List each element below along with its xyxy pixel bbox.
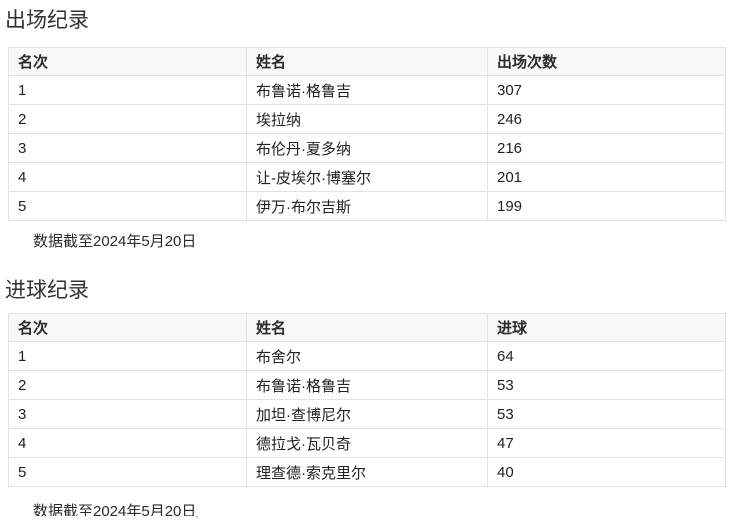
cell-appearances: 307: [487, 75, 726, 105]
appearances-section-title: 出场纪录: [5, 9, 89, 32]
cell-appearances: 199: [487, 191, 726, 221]
stray-dot-artifact: [196, 516, 198, 518]
cell-rank: 1: [8, 341, 247, 371]
appearances-table: 名次 姓名 出场次数 1 布鲁诺·格鲁吉 307 2 埃拉纳 246 3 布伦丹…: [8, 47, 726, 221]
table-row: 1 布舍尔 64: [8, 341, 726, 371]
cell-goals: 53: [487, 399, 726, 429]
table-row: 1 布鲁诺·格鲁吉 307: [8, 75, 726, 105]
table-row: 4 德拉戈·瓦贝奇 47: [8, 428, 726, 458]
goals-section: 进球纪录 名次 姓名 进球 1 布舍尔 64 2 布鲁诺·格鲁吉 53 3 加: [0, 279, 736, 516]
table-row: 4 让-皮埃尔·博塞尔 201: [8, 162, 726, 192]
table-row: 3 布伦丹·夏多纳 216: [8, 133, 726, 163]
cell-rank: 1: [8, 75, 247, 105]
cell-rank: 5: [8, 457, 247, 487]
table-row: 5 理查德·索克里尔 40: [8, 457, 726, 487]
header-cell-appearances: 出场次数: [487, 47, 726, 76]
cell-appearances: 216: [487, 133, 726, 163]
cell-rank: 4: [8, 162, 247, 192]
cell-goals: 64: [487, 341, 726, 371]
cell-rank: 2: [8, 370, 247, 400]
table-row: 2 布鲁诺·格鲁吉 53: [8, 370, 726, 400]
cell-player-name: 理查德·索克里尔: [246, 457, 488, 487]
cell-goals: 47: [487, 428, 726, 458]
clipped-footnote-container: 数据截至2024年5月20日: [33, 503, 736, 516]
cell-goals: 40: [487, 457, 726, 487]
table-header-row: 名次 姓名 进球: [8, 313, 726, 342]
header-cell-name: 姓名: [246, 313, 488, 342]
cell-player-name: 让-皮埃尔·博塞尔: [246, 162, 488, 192]
cell-player-name: 埃拉纳: [246, 104, 488, 134]
goals-table: 名次 姓名 进球 1 布舍尔 64 2 布鲁诺·格鲁吉 53 3 加坦·查博尼尔…: [8, 313, 726, 487]
cell-player-name: 德拉戈·瓦贝奇: [246, 428, 488, 458]
cell-player-name: 伊万·布尔吉斯: [246, 191, 488, 221]
cell-rank: 3: [8, 133, 247, 163]
goals-section-title: 进球纪录: [5, 279, 89, 302]
cell-player-name: 布鲁诺·格鲁吉: [246, 75, 488, 105]
data-cutoff-footnote: 数据截至2024年5月20日: [33, 503, 197, 516]
cell-rank: 5: [8, 191, 247, 221]
table-row: 3 加坦·查博尼尔 53: [8, 399, 726, 429]
cell-goals: 53: [487, 370, 726, 400]
cell-rank: 4: [8, 428, 247, 458]
header-cell-name: 姓名: [246, 47, 488, 76]
table-row: 2 埃拉纳 246: [8, 104, 726, 134]
cell-appearances: 246: [487, 104, 726, 134]
cell-rank: 3: [8, 399, 247, 429]
cell-player-name: 布舍尔: [246, 341, 488, 371]
cell-rank: 2: [8, 104, 247, 134]
header-cell-goals: 进球: [487, 313, 726, 342]
table-row: 5 伊万·布尔吉斯 199: [8, 191, 726, 221]
header-cell-rank: 名次: [8, 313, 247, 342]
cell-player-name: 布鲁诺·格鲁吉: [246, 370, 488, 400]
cell-appearances: 201: [487, 162, 726, 192]
header-cell-rank: 名次: [8, 47, 247, 76]
data-cutoff-footnote: 数据截至2024年5月20日: [33, 233, 197, 250]
appearances-section: 出场纪录 名次 姓名 出场次数 1 布鲁诺·格鲁吉 307 2 埃拉纳 246 …: [0, 9, 736, 250]
cell-player-name: 布伦丹·夏多纳: [246, 133, 488, 163]
table-header-row: 名次 姓名 出场次数: [8, 47, 726, 76]
cell-player-name: 加坦·查博尼尔: [246, 399, 488, 429]
